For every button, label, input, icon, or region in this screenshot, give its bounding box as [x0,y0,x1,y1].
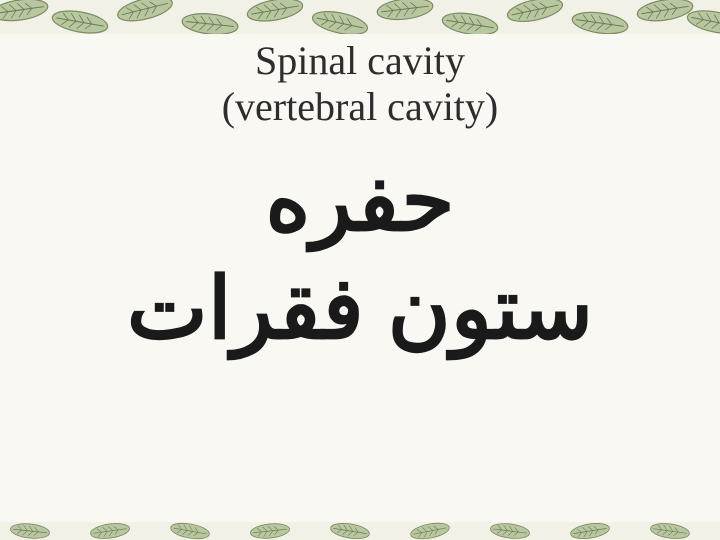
title-persian-line2: ستون فقرات [0,256,720,364]
decorative-border-top [0,0,720,34]
title-english-line2: (vertebral cavity) [0,84,720,130]
title-persian-line1: حفره [0,148,720,256]
title-english-block: Spinal cavity (vertebral cavity) [0,38,720,130]
decorative-border-bottom [0,522,720,540]
title-english-line1: Spinal cavity [0,38,720,84]
title-persian-block: حفره ستون فقرات [0,148,720,363]
